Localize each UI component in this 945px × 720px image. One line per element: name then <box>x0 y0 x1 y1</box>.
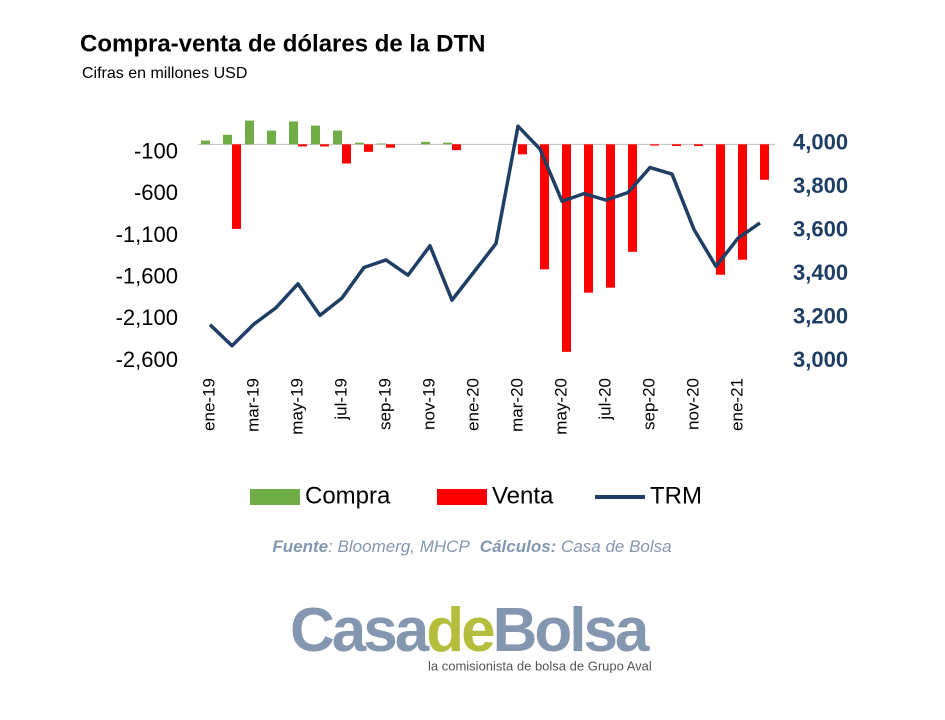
logo-part: Bolsa <box>493 596 650 665</box>
logo-part: Casa <box>290 596 430 665</box>
source-text: : Bloomerg, MHCP <box>328 537 470 556</box>
bar <box>320 144 329 147</box>
bar <box>364 144 373 152</box>
x-tick-label: jul-19 <box>331 378 350 421</box>
bar <box>245 120 254 145</box>
bar <box>342 144 351 164</box>
trm-line <box>208 124 761 348</box>
logo: CasadeBolsa <box>290 596 650 665</box>
x-tick-label: ene-21 <box>727 378 746 431</box>
bar <box>232 144 241 229</box>
bar <box>672 144 681 146</box>
y2-tick-label: 3,400 <box>793 260 848 285</box>
chart-title: Compra-venta de dólares de la DTN <box>80 30 485 57</box>
x-tick-label: sep-19 <box>375 378 394 430</box>
legend-swatch <box>250 489 300 505</box>
source-label: Fuente <box>272 537 328 556</box>
bar <box>606 144 615 288</box>
bar <box>267 130 276 145</box>
bar <box>738 144 747 260</box>
bar <box>289 121 298 145</box>
legend-label: Compra <box>305 482 391 509</box>
y2-tick-label: 3,200 <box>793 303 848 328</box>
x-tick-label: mar-19 <box>243 378 262 432</box>
x-tick-label: ene-20 <box>463 378 482 431</box>
y-tick-label: -600 <box>134 180 178 205</box>
x-tick-label: mar-20 <box>507 378 526 432</box>
y-tick-label: -1,100 <box>116 222 178 247</box>
bar <box>650 144 659 146</box>
bar <box>540 144 549 270</box>
y2-tick-label: 3,000 <box>793 347 848 372</box>
chart-subtitle: Cifras en millones USD <box>82 65 247 82</box>
bar <box>355 142 364 145</box>
bar <box>694 144 703 146</box>
x-tick-label: sep-20 <box>639 378 658 430</box>
bar <box>584 144 593 293</box>
x-tick-label: may-19 <box>287 378 306 435</box>
calc-text: Casa de Bolsa <box>556 537 671 556</box>
y-tick-label: -1,600 <box>116 263 178 288</box>
logo-tagline: la comisionista de bolsa de Grupo Aval <box>428 658 652 673</box>
bar <box>386 144 395 148</box>
y2-tick-label: 3,800 <box>793 173 848 198</box>
source-note: Fuente: Bloomerg, MHCP Cálculos: Casa de … <box>272 537 671 556</box>
bar <box>443 142 452 145</box>
x-tick-label: nov-20 <box>683 378 702 430</box>
x-tick-label: ene-19 <box>199 378 218 431</box>
logo-part: de <box>426 596 494 665</box>
bar <box>562 144 571 352</box>
bar <box>333 130 342 145</box>
calc-label: Cálculos: <box>480 537 557 556</box>
bar <box>452 144 461 151</box>
bar <box>518 144 527 155</box>
x-tick-label: may-20 <box>551 378 570 435</box>
y-tick-label: -100 <box>134 138 178 163</box>
y-tick-label: -2,600 <box>116 347 178 372</box>
bar <box>223 134 232 145</box>
bar <box>201 140 210 145</box>
bar <box>760 144 769 180</box>
bar <box>377 143 386 145</box>
y2-tick-label: 3,600 <box>793 216 848 241</box>
x-tick-label: jul-20 <box>595 378 614 421</box>
legend-label: Venta <box>492 482 554 509</box>
x-tick-label: nov-19 <box>419 378 438 430</box>
bar <box>311 125 320 145</box>
bar <box>421 141 430 145</box>
legend-label: TRM <box>650 482 702 509</box>
bar <box>298 144 307 147</box>
legend-swatch <box>437 489 487 505</box>
y-tick-label: -2,100 <box>116 305 178 330</box>
y2-tick-label: 4,000 <box>793 129 848 154</box>
bar <box>628 144 637 252</box>
bar <box>716 144 725 275</box>
